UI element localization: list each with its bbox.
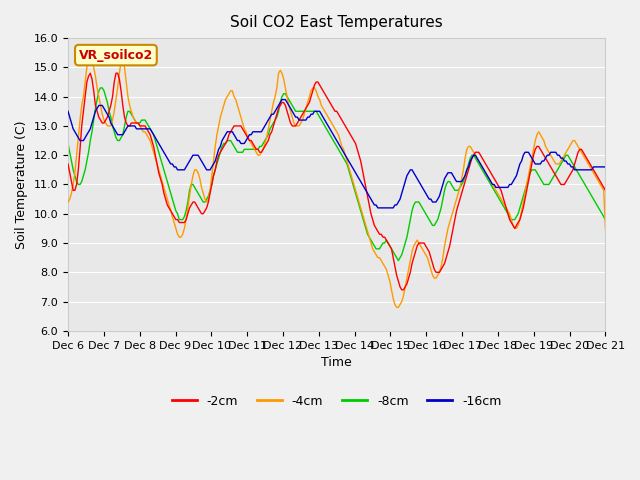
X-axis label: Time: Time: [321, 356, 352, 369]
Text: VR_soilco2: VR_soilco2: [79, 48, 153, 61]
Title: Soil CO2 East Temperatures: Soil CO2 East Temperatures: [230, 15, 443, 30]
Legend: -2cm, -4cm, -8cm, -16cm: -2cm, -4cm, -8cm, -16cm: [166, 390, 507, 413]
Y-axis label: Soil Temperature (C): Soil Temperature (C): [15, 120, 28, 249]
